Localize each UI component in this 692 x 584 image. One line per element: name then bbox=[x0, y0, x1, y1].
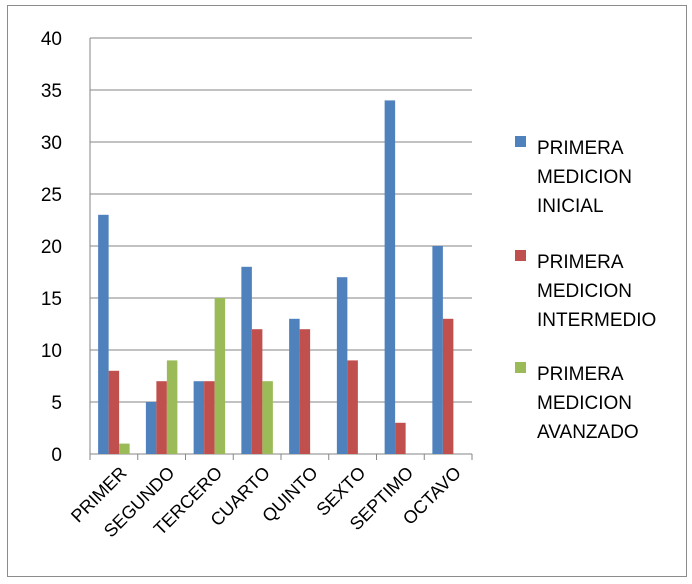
bar bbox=[98, 214, 109, 454]
bar bbox=[336, 277, 348, 454]
legend-swatch bbox=[515, 250, 526, 261]
bar bbox=[251, 329, 263, 454]
y-tick-label: 30 bbox=[41, 133, 62, 154]
legend-swatch bbox=[515, 136, 526, 147]
bar bbox=[119, 443, 130, 454]
y-tick-label: 25 bbox=[41, 185, 62, 206]
legend-line: AVANZADO bbox=[537, 422, 639, 443]
bar bbox=[395, 422, 406, 454]
bar bbox=[193, 381, 205, 454]
y-tick-label: 20 bbox=[41, 237, 62, 258]
legend-entry: PRIMERA MEDICION INTERMEDIO bbox=[537, 252, 656, 331]
bar bbox=[214, 298, 226, 454]
bar bbox=[108, 370, 120, 454]
bar bbox=[299, 329, 311, 454]
legend-line: PRIMERA bbox=[537, 252, 624, 273]
y-tick-label: 35 bbox=[41, 81, 62, 102]
y-tick-label: 0 bbox=[51, 445, 62, 466]
legend-swatch bbox=[515, 362, 526, 373]
legend-line: MEDICION bbox=[537, 393, 632, 414]
bar bbox=[145, 402, 157, 454]
y-tick-label: 10 bbox=[41, 341, 62, 362]
bar bbox=[432, 246, 443, 454]
legend-line: MEDICION bbox=[537, 167, 632, 188]
legend-line: INICIAL bbox=[537, 196, 604, 217]
bar bbox=[241, 266, 252, 454]
legend-entry: PRIMERA MEDICION INICIAL bbox=[537, 138, 632, 217]
y-tick-label: 5 bbox=[51, 393, 62, 414]
bar bbox=[384, 100, 396, 455]
bar bbox=[262, 381, 273, 454]
bar bbox=[347, 360, 358, 454]
y-tick-label: 15 bbox=[41, 289, 62, 310]
bar bbox=[166, 360, 178, 454]
legend-line: PRIMERA bbox=[537, 138, 624, 159]
bar bbox=[442, 318, 454, 454]
legend-line: PRIMERA bbox=[537, 364, 624, 385]
y-tick-label: 40 bbox=[41, 29, 62, 50]
legend-line: MEDICION bbox=[537, 281, 632, 302]
legend-entry: PRIMERA MEDICION AVANZADO bbox=[537, 364, 639, 443]
bar bbox=[289, 318, 300, 454]
legend-line: INTERMEDIO bbox=[537, 310, 656, 331]
bar bbox=[204, 381, 215, 454]
bar bbox=[156, 381, 167, 454]
